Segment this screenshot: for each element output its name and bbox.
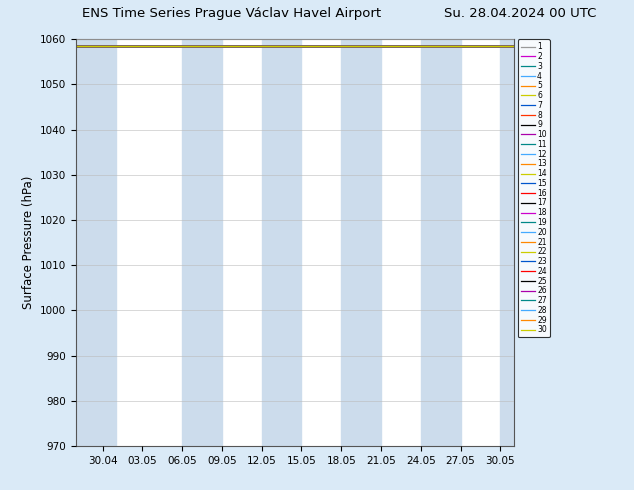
Bar [341,39,381,446]
Bar [500,39,540,446]
Text: Su. 28.04.2024 00 UTC: Su. 28.04.2024 00 UTC [444,7,596,21]
Bar [262,39,301,446]
Text: ENS Time Series Prague Václav Havel Airport: ENS Time Series Prague Václav Havel Airp… [82,7,382,21]
Bar [421,39,460,446]
Bar [76,39,116,446]
Y-axis label: Surface Pressure (hPa): Surface Pressure (hPa) [22,176,34,309]
Legend: 1, 2, 3, 4, 5, 6, 7, 8, 9, 10, 11, 12, 13, 14, 15, 16, 17, 18, 19, 20, 21, 22, 2: 1, 2, 3, 4, 5, 6, 7, 8, 9, 10, 11, 12, 1… [518,39,550,338]
Bar [182,39,222,446]
